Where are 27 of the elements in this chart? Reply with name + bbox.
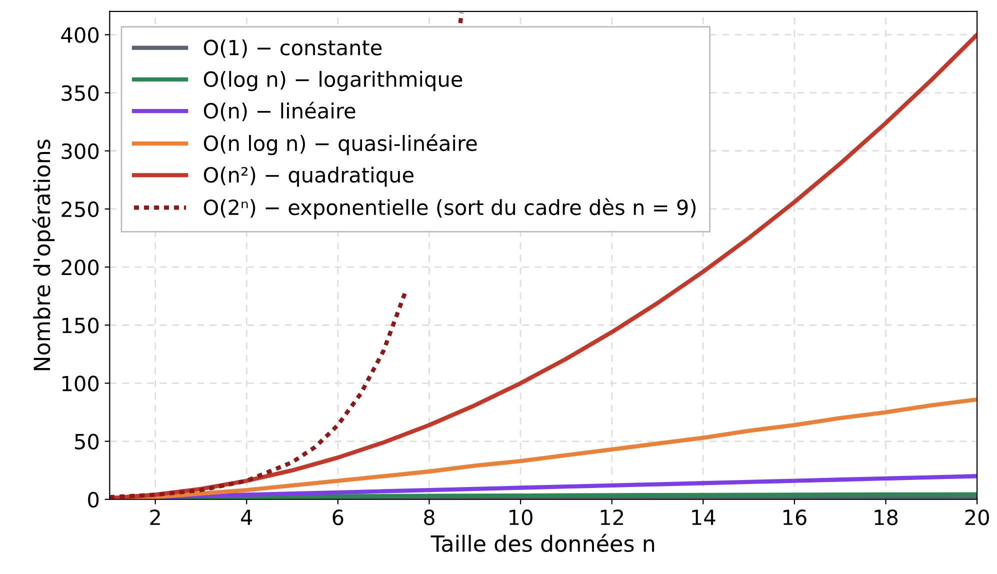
y-tick-label: 100 bbox=[62, 376, 99, 392]
y-tick-label: 350 bbox=[62, 85, 99, 102]
x-axis-title: Taille des données n bbox=[430, 534, 654, 552]
y-tick-label: 400 bbox=[61, 27, 99, 43]
x-tick-label: 18 bbox=[874, 509, 898, 526]
legend-label: O(2ⁿ) − exponentielle (sort du cadre dès n = 9) bbox=[204, 198, 696, 220]
x-tick-label: 6 bbox=[332, 509, 344, 526]
legend-label: O(n²) − quadratique bbox=[204, 166, 414, 187]
legend-label: O(n) − linéaire bbox=[204, 102, 356, 122]
y-tick-label: 0 bbox=[88, 492, 99, 508]
legend-label: O(log n) − logarithmique bbox=[204, 70, 462, 92]
y-tick-label: 300 bbox=[62, 143, 99, 160]
x-tick-label: 10 bbox=[510, 509, 532, 526]
legend-label: O(n log n) − quasi-linéaire bbox=[204, 134, 477, 156]
y-tick-label: 200 bbox=[62, 260, 99, 276]
y-tick-label: 50 bbox=[75, 434, 99, 450]
x-tick-label: 12 bbox=[600, 509, 624, 525]
x-tick-label: 14 bbox=[692, 510, 716, 525]
legend-label: O(1) − constante bbox=[204, 39, 382, 58]
x-tick-label: 4 bbox=[241, 510, 252, 525]
y-tick-label: 150 bbox=[62, 318, 99, 334]
x-tick-label: 2 bbox=[150, 509, 160, 525]
y-axis-title: Nombre d'opérations bbox=[32, 140, 55, 370]
y-tick-label: 250 bbox=[62, 201, 99, 218]
x-tick-label: 16 bbox=[783, 509, 806, 526]
x-tick-label: 20 bbox=[965, 509, 989, 526]
x-tick-label: 8 bbox=[424, 509, 434, 526]
